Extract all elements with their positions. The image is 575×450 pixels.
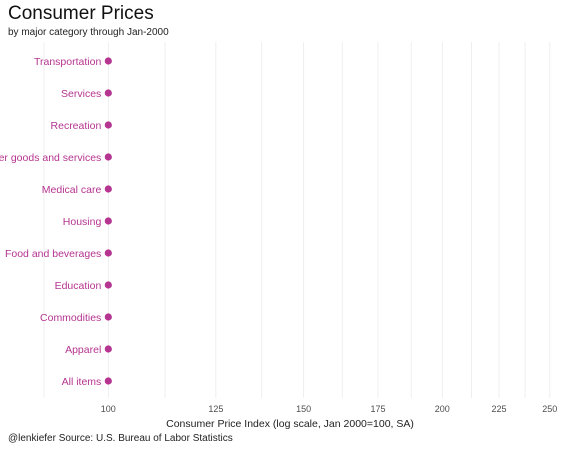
x-tick-label: 150 xyxy=(296,404,311,414)
data-point xyxy=(104,249,112,257)
x-tick-label: 125 xyxy=(208,404,223,414)
data-point xyxy=(104,57,112,65)
data-point xyxy=(104,281,112,289)
x-tick-label: 100 xyxy=(101,404,116,414)
data-point xyxy=(104,153,112,161)
x-tick-label: 250 xyxy=(542,404,557,414)
x-tick-labels: 100 125 150 175 200 225 250 xyxy=(101,404,558,414)
data-point xyxy=(104,377,112,385)
category-labels: Transportation Services Recreation Other go… xyxy=(0,56,101,388)
category-label: Recreation xyxy=(51,120,102,132)
category-label: Food and beverages xyxy=(5,248,101,260)
chart-title: Consumer Prices xyxy=(8,3,154,24)
category-label: Education xyxy=(55,280,102,292)
x-tick-label: 200 xyxy=(435,404,450,414)
x-axis-title: Consumer Price Index (log scale, Jan 200… xyxy=(166,418,414,430)
x-tick-label: 225 xyxy=(492,404,507,414)
source-caption: @lenkiefer Source: U.S. Bureau of Labor … xyxy=(8,433,233,444)
category-label: Other goods and services xyxy=(0,152,101,164)
category-label: Housing xyxy=(63,216,102,228)
category-label: Medical care xyxy=(42,184,102,196)
data-point xyxy=(104,89,112,97)
grid-lines xyxy=(43,42,551,398)
data-point xyxy=(104,313,112,321)
data-point xyxy=(104,185,112,193)
x-tick-label: 175 xyxy=(370,404,385,414)
data-point xyxy=(104,217,112,225)
category-label: Services xyxy=(61,88,101,100)
category-label: All items xyxy=(62,376,102,388)
data-point xyxy=(104,345,112,353)
category-label: Commodities xyxy=(40,312,101,324)
data-point xyxy=(104,121,112,129)
data-points xyxy=(104,57,112,385)
category-label: Transportation xyxy=(34,56,101,68)
category-label: Apparel xyxy=(65,344,101,356)
chart-subtitle: by major category through Jan-2000 xyxy=(8,27,169,38)
